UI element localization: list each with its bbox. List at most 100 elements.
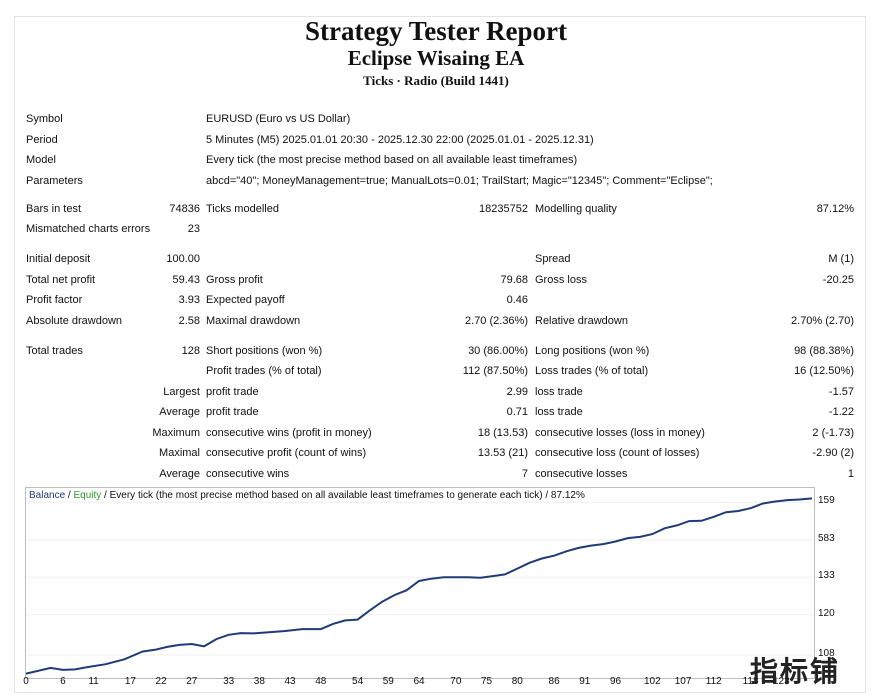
gross-loss-label: Gross loss [535,274,587,286]
y-tick-label: 583 [818,532,835,544]
relative-drawdown-label: Relative drawdown [535,315,628,327]
x-tick-label: 6 [60,676,66,687]
bars-label: Bars in test [26,203,82,215]
x-tick-label: 86 [548,676,560,687]
maximal-loss-value: -2.90 (2) [812,447,854,459]
x-tick-label: 75 [480,676,493,687]
max-cons-wins-value: 18 (13.53) [477,427,528,439]
x-tick-label: 59 [382,676,394,687]
deposit-value: 100.00 [166,253,200,265]
legend-balance: Balance [29,490,66,501]
average-profit-label: profit trade [206,406,259,418]
short-positions-label: Short positions (won %) [206,345,323,357]
total-trades-label: Total trades [26,345,83,357]
parameters-value: abcd="40"; MoneyManagement=true; ManualL… [206,175,713,187]
x-tick-label: 48 [315,676,327,687]
report-title: Strategy Tester Report [305,16,567,46]
ticks-label: Ticks modelled [206,203,279,215]
average-label: Average [159,406,200,418]
gross-profit-label: Gross profit [206,274,263,286]
symbol-label: Symbol [26,113,63,125]
symbol-value: EURUSD (Euro vs US Dollar) [206,113,351,125]
x-tick-label: 64 [413,676,425,687]
x-tick-label: 118 [742,676,759,687]
legend-equity: Equity [73,490,102,501]
x-tick-label: 27 [186,676,198,687]
x-tick-label: 80 [511,676,523,687]
x-tick-label: 17 [124,676,136,687]
avg-cons-label: Average [159,468,200,480]
maximal-label: Maximal [159,447,200,459]
absolute-drawdown-value: 2.58 [178,315,200,327]
x-tick-label: 96 [609,676,622,687]
average-loss-label: loss trade [535,406,583,418]
largest-profit-value: 2.99 [506,386,528,398]
ea-name: Eclipse Wisaing EA [347,46,525,70]
x-tick-label: 43 [284,676,296,687]
loss-trades-value: 16 (12.50%) [794,365,854,377]
profit-trades-value: 112 (87.50%) [462,365,528,377]
x-tick-label: 123 [772,676,790,687]
x-tick-label: 107 [674,676,692,687]
y-tick-label: 108 [818,647,835,659]
average-profit-value: 0.71 [506,406,528,418]
spread-value: M (1) [828,253,854,265]
total-trades-value: 128 [181,345,200,357]
bars-value: 74836 [169,203,200,215]
quality-label: Modelling quality [535,203,617,215]
loss-trades-label: Loss trades (% of total) [535,365,649,377]
model-value: Every tick (the most precise method base… [206,154,578,166]
x-tick-label: 0 [23,676,29,687]
short-positions-value: 30 (86.00%) [468,345,528,357]
largest-loss-label: loss trade [535,386,583,398]
long-positions-value: 98 (88.38%) [794,345,854,357]
x-tick-label: 22 [155,676,167,687]
max-cons-losses-value: 2 (-1.73) [812,427,854,439]
profit-factor-label: Profit factor [26,294,83,306]
maximal-drawdown-label: Maximal drawdown [206,315,301,327]
absolute-drawdown-label: Absolute drawdown [26,315,123,327]
avg-cons-losses-value: 1 [847,468,854,480]
gross-loss-value: -20.25 [822,274,854,286]
avg-cons-wins-label: consecutive wins [206,468,290,480]
max-cons-wins-label: consecutive wins (profit in money) [206,427,372,439]
watermark-logo: 指标铺 [750,656,841,687]
spread-label: Spread [535,253,571,265]
expected-payoff-label: Expected payoff [206,294,285,306]
x-tick-label: 70 [450,676,462,687]
y-tick-label: 133 [818,570,835,582]
period-value: 5 Minutes (M5) 2025.01.01 20:30 - 2025.1… [206,134,594,146]
profit-trades-label: Profit trades (% of total) [206,365,322,377]
period-label: Period [26,134,58,146]
expected-payoff-value: 0.46 [506,294,528,306]
average-loss-value: -1.22 [828,406,854,418]
gross-profit-value: 79.68 [500,274,528,286]
balance-chart [25,487,815,679]
maximal-profit-label: consecutive profit (count of wins) [206,447,367,459]
maximum-label: Maximum [152,427,200,439]
x-tick-label: 38 [253,676,265,687]
x-tick-label: 112 [705,676,722,687]
maximal-profit-value: 13.53 (21) [477,447,528,459]
model-label: Model [26,154,56,166]
legend-text: / Every tick (the most precise method ba… [101,490,585,501]
avg-cons-wins-value: 7 [521,468,528,480]
largest-loss-value: -1.57 [828,386,854,398]
net-profit-value: 59.43 [172,274,200,286]
deposit-label: Initial deposit [26,253,91,265]
x-tick-label: 11 [88,676,99,687]
report-frame [14,16,866,693]
maximal-drawdown-value: 2.70 (2.36%) [465,315,528,327]
quality-value: 87.12% [816,203,854,215]
x-tick-label: 102 [644,676,661,687]
max-cons-losses-label: consecutive losses (loss in money) [535,427,705,439]
mismatch-label: Mismatched charts errors [26,223,151,235]
avg-cons-losses-label: consecutive losses [535,468,628,480]
ticks-value: 18235752 [479,203,528,215]
relative-drawdown-value: 2.70% (2.70) [791,315,854,327]
profit-factor-value: 3.93 [178,294,200,306]
balance-chart-svg [25,497,814,675]
mismatch-value: 23 [187,223,200,235]
y-tick-label: 159 [818,495,835,507]
legend-sep: / [65,490,74,501]
